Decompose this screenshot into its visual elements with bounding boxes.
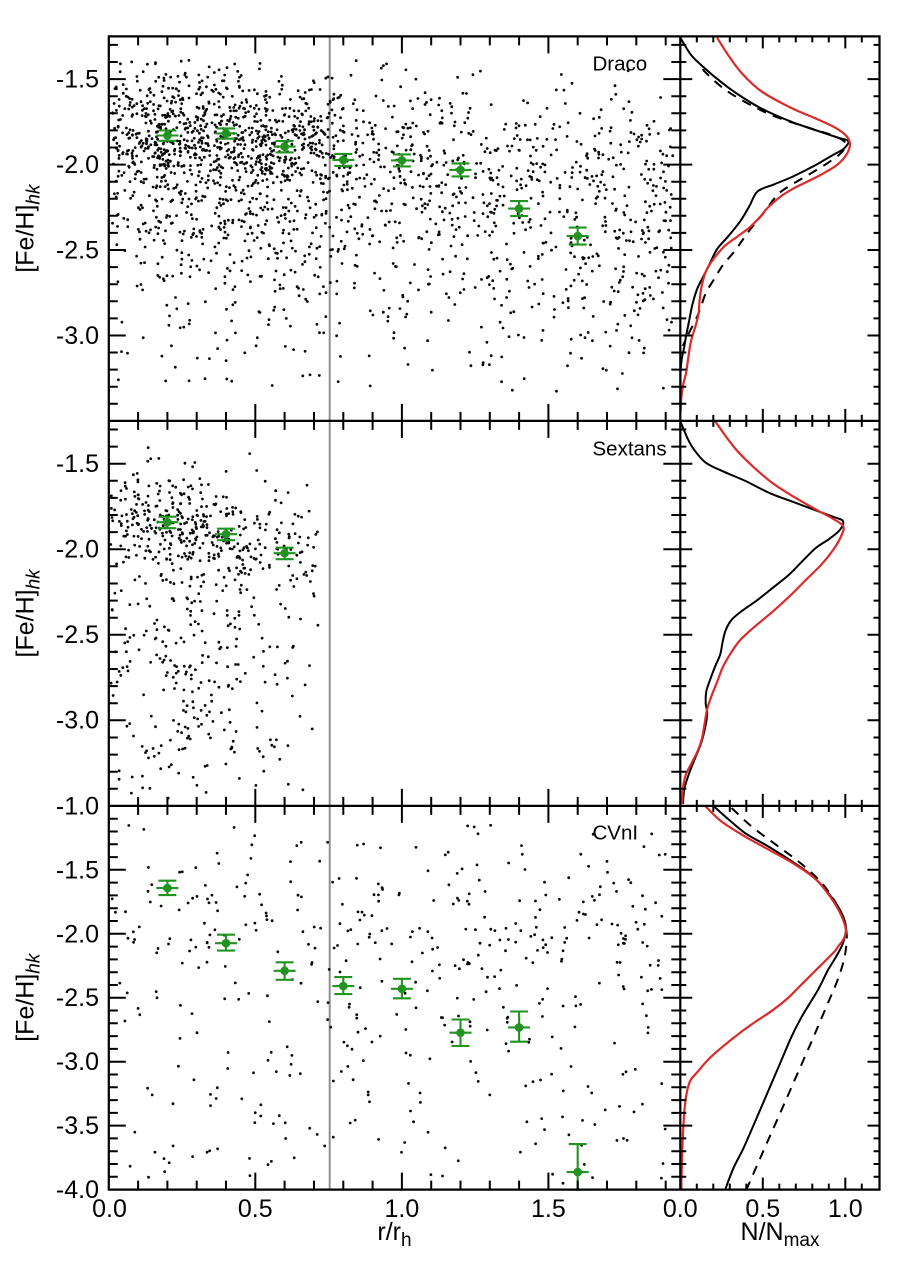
svg-text:0.0: 0.0 [92, 1195, 127, 1223]
svg-text:-4.0: -4.0 [56, 1176, 99, 1204]
svg-text:0.5: 0.5 [745, 1195, 780, 1223]
svg-text:-3.0: -3.0 [56, 1048, 99, 1076]
svg-text:-2.0: -2.0 [56, 536, 99, 564]
svg-text:N/Nmax: N/Nmax [741, 1218, 820, 1251]
svg-text:1.0: 1.0 [385, 1195, 420, 1223]
svg-text:0.0: 0.0 [663, 1195, 698, 1223]
svg-text:[Fe/H]hk: [Fe/H]hk [12, 568, 45, 658]
svg-text:-1.5: -1.5 [56, 450, 99, 478]
svg-text:Draco: Draco [593, 53, 648, 76]
svg-text:1.5: 1.5 [531, 1195, 566, 1223]
svg-text:-2.0: -2.0 [56, 920, 99, 948]
svg-text:-2.5: -2.5 [56, 984, 99, 1012]
svg-text:-1.5: -1.5 [56, 856, 99, 884]
svg-text:-2.0: -2.0 [56, 151, 99, 179]
svg-text:-3.5: -3.5 [56, 1112, 99, 1140]
svg-text:-3.0: -3.0 [56, 707, 99, 735]
svg-text:1.0: 1.0 [828, 1195, 863, 1223]
svg-text:-2.5: -2.5 [56, 237, 99, 265]
svg-text:0.5: 0.5 [238, 1195, 273, 1223]
svg-text:-1.0: -1.0 [56, 792, 99, 820]
svg-text:-3.0: -3.0 [56, 322, 99, 350]
svg-text:-1.5: -1.5 [56, 66, 99, 94]
svg-text:CVnI: CVnI [593, 822, 639, 845]
svg-text:Sextans: Sextans [593, 438, 667, 461]
svg-text:-2.5: -2.5 [56, 621, 99, 649]
